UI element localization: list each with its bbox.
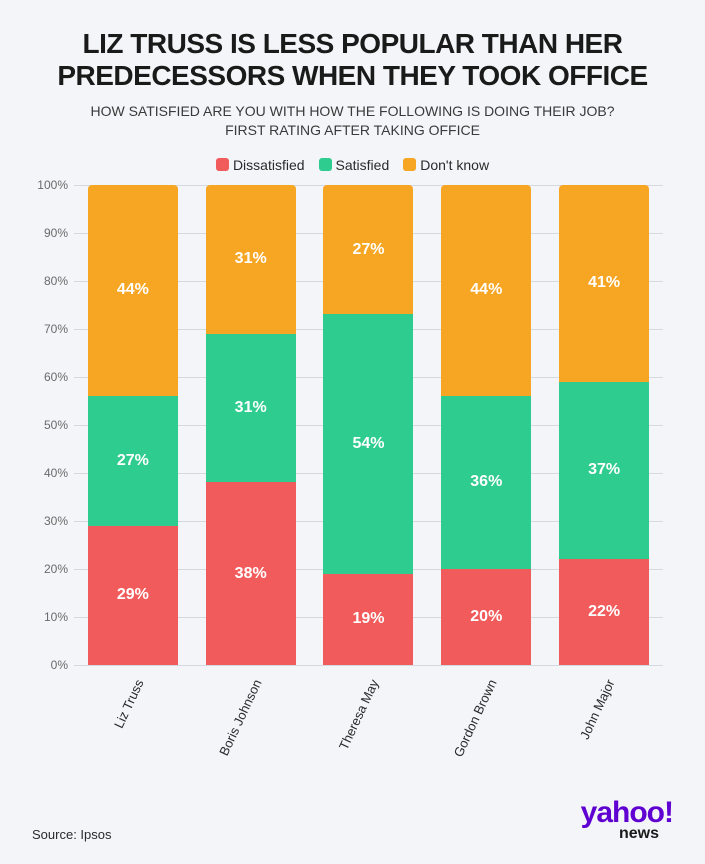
bar-segment-satisfied: 31%	[206, 334, 296, 483]
bar: 44%27%29%	[88, 185, 178, 665]
bar-segment-satisfied: 27%	[88, 396, 178, 526]
logo-sub: news	[619, 826, 659, 842]
yahoo-news-logo: yahoo! news	[581, 798, 673, 842]
bar-segment-dissatisfied: 19%	[323, 574, 413, 665]
y-tick-label: 10%	[32, 610, 68, 624]
chart-subtitle: HOW SATISFIED ARE YOU WITH HOW THE FOLLO…	[32, 102, 673, 138]
y-tick-label: 50%	[32, 418, 68, 432]
bar: 41%37%22%	[559, 185, 649, 665]
bar-segment-dontknow: 31%	[206, 185, 296, 334]
bar-segment-dontknow: 44%	[441, 185, 531, 396]
bars-container: 44%27%29%31%31%38%27%54%19%44%36%20%41%3…	[74, 185, 663, 665]
bar-segment-dissatisfied: 38%	[206, 482, 296, 664]
y-tick-label: 0%	[32, 658, 68, 672]
x-tick-label: John Major	[559, 665, 649, 775]
x-tick-label: Theresa May	[323, 665, 413, 775]
bar-segment-dontknow: 41%	[559, 185, 649, 382]
legend-item: Dissatisfied	[216, 157, 305, 173]
legend-label: Dissatisfied	[233, 157, 305, 173]
y-tick-label: 20%	[32, 562, 68, 576]
x-tick-label: Boris Johnson	[206, 665, 296, 775]
chart-plot-area: 0%10%20%30%40%50%60%70%80%90%100% 44%27%…	[74, 185, 663, 665]
source-attribution: Source: Ipsos	[32, 827, 112, 842]
bar-segment-dissatisfied: 20%	[441, 569, 531, 665]
y-tick-label: 90%	[32, 226, 68, 240]
y-tick-label: 80%	[32, 274, 68, 288]
bar-segment-satisfied: 54%	[323, 314, 413, 573]
legend: Dissatisfied Satisfied Don't know	[32, 157, 673, 173]
logo-brand: yahoo!	[581, 798, 673, 828]
y-tick-label: 100%	[32, 178, 68, 192]
chart-title: LIZ TRUSS IS LESS POPULAR THAN HER PREDE…	[32, 28, 673, 92]
y-tick-label: 30%	[32, 514, 68, 528]
legend-swatch	[319, 158, 332, 171]
y-tick-label: 40%	[32, 466, 68, 480]
x-axis-labels: Liz Truss Boris Johnson Theresa May Gordon …	[74, 665, 663, 775]
bar-segment-satisfied: 36%	[441, 396, 531, 569]
y-tick-label: 70%	[32, 322, 68, 336]
bar-segment-dontknow: 44%	[88, 185, 178, 396]
bar: 27%54%19%	[323, 185, 413, 665]
bar-segment-dissatisfied: 22%	[559, 559, 649, 665]
x-tick-label: Gordon Brown	[441, 665, 531, 775]
legend-item: Satisfied	[319, 157, 390, 173]
legend-item: Don't know	[403, 157, 489, 173]
legend-label: Satisfied	[336, 157, 390, 173]
legend-label: Don't know	[420, 157, 489, 173]
legend-swatch	[403, 158, 416, 171]
y-tick-label: 60%	[32, 370, 68, 384]
bar-segment-satisfied: 37%	[559, 382, 649, 560]
bar: 31%31%38%	[206, 185, 296, 665]
bar-segment-dissatisfied: 29%	[88, 526, 178, 665]
legend-swatch	[216, 158, 229, 171]
x-tick-label: Liz Truss	[88, 665, 178, 775]
bar-segment-dontknow: 27%	[323, 185, 413, 315]
bar: 44%36%20%	[441, 185, 531, 665]
